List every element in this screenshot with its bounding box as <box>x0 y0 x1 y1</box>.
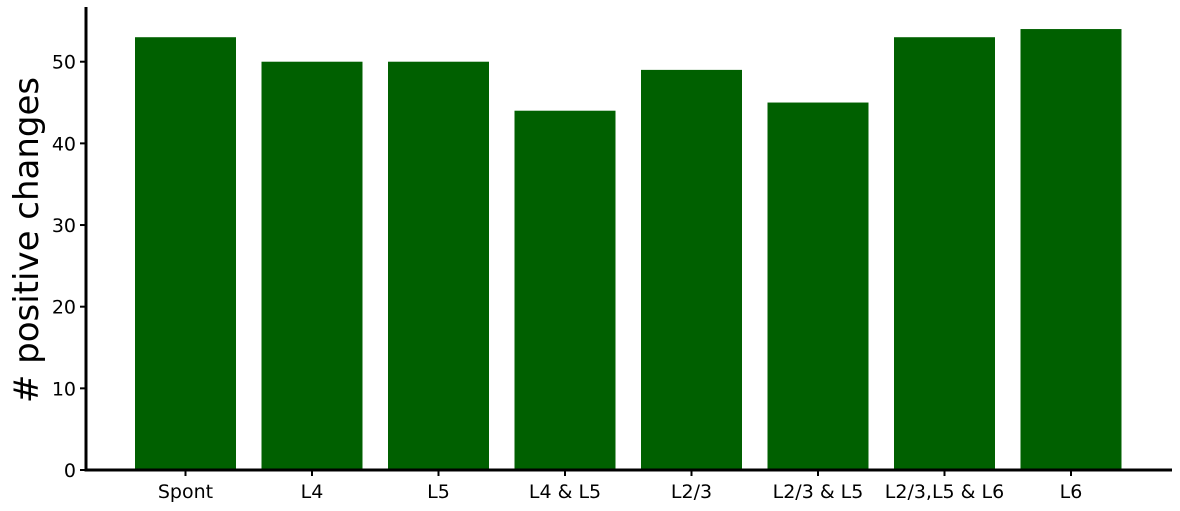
bars-group <box>135 29 1122 471</box>
x-tick-label-6: L2/3,L5 & L6 <box>885 481 1004 503</box>
x-tick-label-2: L5 <box>427 481 450 503</box>
bar-3 <box>514 110 616 470</box>
bar-5 <box>767 102 869 471</box>
y-tick-label-1: 10 <box>52 378 76 400</box>
x-tick-label-5: L2/3 & L5 <box>773 481 864 503</box>
x-tick-label-0: Spont <box>158 481 213 503</box>
x-tick-label-3: L4 & L5 <box>529 481 601 503</box>
y-axis-label: # positive changes <box>7 77 47 403</box>
y-tick-label-3: 30 <box>52 215 76 237</box>
bar-2 <box>388 61 489 471</box>
y-tick-label-0: 0 <box>64 460 76 482</box>
y-tick-label-5: 50 <box>52 52 76 74</box>
y-axis: 0 10 20 30 40 50 <box>52 7 88 482</box>
x-tick-label-1: L4 <box>301 481 324 503</box>
bar-6 <box>894 37 995 470</box>
y-tick-label-2: 20 <box>52 297 76 319</box>
x-tick-label-7: L6 <box>1060 481 1083 503</box>
bar-4 <box>641 69 742 471</box>
x-axis: Spont L4 L5 L4 & L5 L2/3 L2/3 & L5 L2/3,L5 & L… <box>84 468 1172 503</box>
bar-0 <box>135 37 236 470</box>
y-tick-label-4: 40 <box>52 133 76 155</box>
x-tick-label-4: L2/3 <box>671 481 712 503</box>
bar-1 <box>261 61 363 471</box>
bar-7 <box>1020 29 1122 471</box>
